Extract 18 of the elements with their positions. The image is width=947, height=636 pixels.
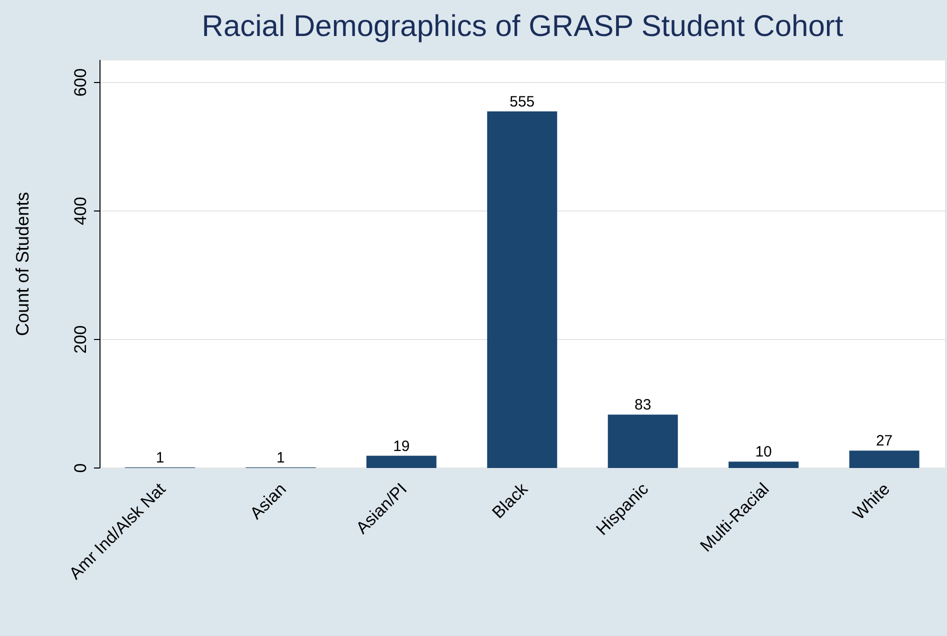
data-label: 10 [755,444,772,461]
bar [608,414,678,468]
bar [849,450,920,468]
y-tick-label: 200 [71,325,90,354]
bar [728,462,799,468]
data-label: 19 [393,438,410,455]
y-tick-label: 0 [71,463,90,473]
data-label: 27 [876,432,893,450]
data-label: 1 [156,449,164,466]
data-label: 1 [276,449,285,466]
y-tick-label: 600 [71,68,90,97]
y-axis-title: Count of Students [12,192,32,336]
data-label: 555 [510,93,535,110]
chart-title: Racial Demographics of GRASP Student Cohort [200,10,844,44]
bar [366,456,436,468]
data-label: 83 [634,396,652,414]
bar [487,111,558,468]
y-tick-label: 400 [71,196,90,226]
